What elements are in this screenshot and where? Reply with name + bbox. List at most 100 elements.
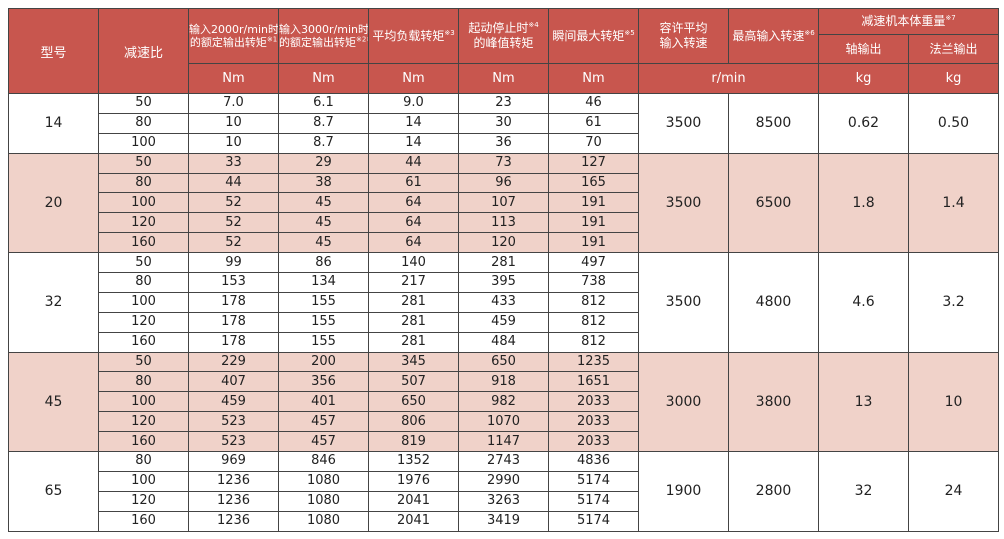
cell-allow-speed: 3500 — [638, 152, 729, 254]
cell-avg-load: 1976 — [368, 470, 459, 492]
cell-rated-2000: 178 — [188, 291, 279, 313]
avg-load-note: ※3 — [444, 28, 455, 37]
cell-peak-start: 433 — [458, 291, 549, 313]
cell-rated-2000: 99 — [188, 252, 279, 274]
cell-ratio: 80 — [98, 172, 189, 194]
max-speed-label: 最高输入转速 — [732, 28, 805, 43]
col-header-model: 型号 — [8, 8, 99, 94]
cell-rated-3000: 29 — [278, 152, 369, 174]
cell-avg-load: 650 — [368, 391, 459, 413]
cell-momentary: 70 — [548, 132, 639, 154]
table-row: 120 178 155 281 459 812 — [9, 311, 999, 333]
cell-peak-start: 96 — [458, 172, 549, 194]
unit-speed: r/min — [638, 63, 819, 94]
col-header-weight: 减速机本体重量※7 — [818, 8, 999, 35]
cell-avg-load: 806 — [368, 411, 459, 433]
cell-peak-start: 395 — [458, 272, 549, 293]
cell-model: 65 — [8, 451, 99, 532]
cell-momentary: 497 — [548, 252, 639, 274]
unit-weight-shaft: kg — [818, 63, 909, 94]
cell-avg-load: 64 — [368, 212, 459, 234]
cell-weight-flange: 0.50 — [908, 93, 999, 154]
cell-allow-speed: 1900 — [638, 451, 729, 532]
cell-rated-3000: 1080 — [278, 490, 369, 512]
col-header-flange-out: 法兰输出 — [908, 34, 999, 64]
cell-avg-load: 2041 — [368, 510, 459, 532]
cell-avg-load: 140 — [368, 252, 459, 274]
cell-rated-2000: 153 — [188, 272, 279, 293]
cell-peak-start: 30 — [458, 112, 549, 134]
cell-ratio: 160 — [98, 331, 189, 353]
cell-momentary: 61 — [548, 112, 639, 134]
unit-rated-3000: Nm — [278, 63, 369, 94]
cell-rated-3000: 38 — [278, 172, 369, 194]
cell-momentary: 2033 — [548, 391, 639, 413]
cell-model: 20 — [8, 152, 99, 254]
table-header: 型号 减速比 输入2000r/min时 的额定输出转矩※1 输入3000r/mi… — [8, 8, 999, 94]
cell-rated-3000: 200 — [278, 351, 369, 373]
cell-rated-2000: 523 — [188, 431, 279, 453]
col-header-shaft-out: 轴输出 — [818, 34, 909, 64]
cell-avg-load: 507 — [368, 371, 459, 393]
cell-rated-3000: 6.1 — [278, 93, 369, 114]
cell-weight-flange: 10 — [908, 351, 999, 453]
cell-ratio: 160 — [98, 232, 189, 254]
cell-rated-2000: 1236 — [188, 510, 279, 532]
cell-ratio: 100 — [98, 391, 189, 413]
cell-weight-flange: 1.4 — [908, 152, 999, 254]
allow-speed-line1: 容许平均 — [659, 21, 708, 35]
table-row: 120 523 457 806 1070 2033 — [9, 411, 999, 433]
cell-avg-load: 819 — [368, 431, 459, 453]
cell-ratio: 120 — [98, 411, 189, 433]
allow-speed-line2: 输入转速 — [659, 36, 708, 50]
table-row: 32 50 99 86 140 281 497 3500 4800 4.6 3.2 — [8, 252, 999, 353]
cell-ratio: 80 — [98, 451, 189, 472]
cell-peak-start: 3419 — [458, 510, 549, 532]
cell-momentary: 5174 — [548, 490, 639, 512]
cell-ratio: 120 — [98, 490, 189, 512]
cell-momentary: 812 — [548, 291, 639, 313]
col-header-avg-load: 平均负载转矩※3 — [368, 8, 459, 64]
cell-rated-2000: 523 — [188, 411, 279, 433]
reducer-spec-table: 型号 减速比 输入2000r/min时 的额定输出转矩※1 输入3000r/mi… — [8, 8, 999, 532]
weight-label: 减速机本体重量 — [861, 14, 946, 28]
cell-rated-3000: 1080 — [278, 470, 369, 492]
cell-momentary: 191 — [548, 212, 639, 234]
cell-peak-start: 73 — [458, 152, 549, 174]
cell-avg-load: 345 — [368, 351, 459, 373]
col-header-momentary: 瞬间最大转矩※5 — [548, 8, 639, 64]
cell-ratio: 80 — [98, 272, 189, 293]
cell-ratio: 120 — [98, 212, 189, 234]
cell-peak-start: 918 — [458, 371, 549, 393]
cell-avg-load: 14 — [368, 132, 459, 154]
momentary-note: ※5 — [624, 28, 635, 37]
cell-peak-start: 3263 — [458, 490, 549, 512]
weight-note: ※7 — [945, 14, 956, 22]
col-header-rated-3000: 输入3000r/min时 的额定输出转矩※2※6 — [278, 8, 369, 64]
cell-avg-load: 281 — [368, 331, 459, 353]
cell-avg-load: 44 — [368, 152, 459, 174]
cell-rated-3000: 45 — [278, 212, 369, 234]
cell-rated-3000: 45 — [278, 192, 369, 214]
peak-start-note: ※4 — [528, 21, 539, 29]
cell-momentary: 191 — [548, 232, 639, 254]
cell-rated-2000: 10 — [188, 112, 279, 134]
col-header-ratio: 减速比 — [98, 8, 189, 94]
cell-rated-3000: 356 — [278, 371, 369, 393]
cell-rated-3000: 134 — [278, 272, 369, 293]
cell-weight-shaft: 4.6 — [818, 252, 909, 353]
cell-ratio: 100 — [98, 132, 189, 154]
cell-allow-speed: 3000 — [638, 351, 729, 453]
table-row: 120 52 45 64 113 191 — [9, 212, 999, 234]
cell-rated-3000: 155 — [278, 291, 369, 313]
cell-rated-3000: 457 — [278, 431, 369, 453]
cell-weight-shaft: 1.8 — [818, 152, 909, 254]
cell-momentary: 5174 — [548, 510, 639, 532]
cell-peak-start: 650 — [458, 351, 549, 373]
cell-rated-2000: 1236 — [188, 490, 279, 512]
cell-avg-load: 281 — [368, 311, 459, 333]
cell-model: 45 — [8, 351, 99, 453]
cell-momentary: 127 — [548, 152, 639, 174]
cell-rated-2000: 52 — [188, 212, 279, 234]
cell-max-speed: 4800 — [728, 252, 819, 353]
